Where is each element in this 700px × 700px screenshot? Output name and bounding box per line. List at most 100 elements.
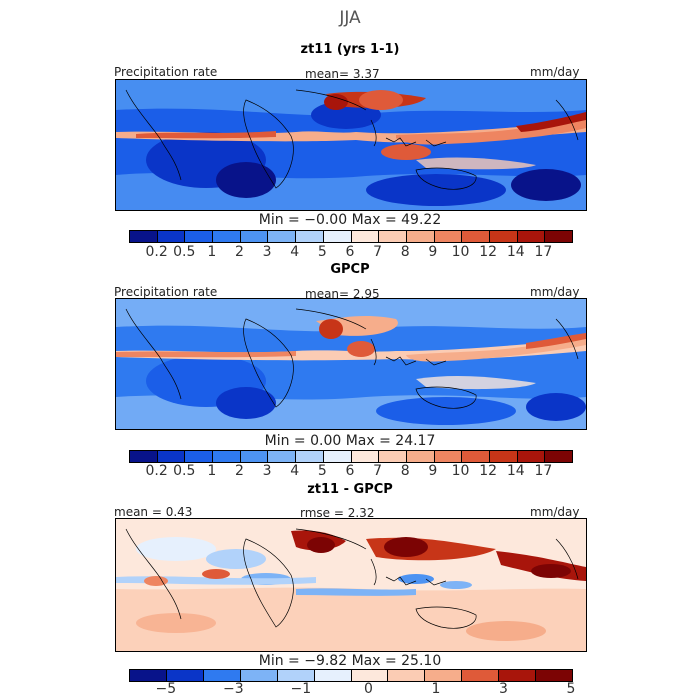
colorbar-swatch xyxy=(240,231,269,242)
colorbar-tick-label: 17 xyxy=(534,244,553,260)
colorbar-swatch xyxy=(434,231,463,242)
colorbar-tick-label: 5 xyxy=(317,463,327,479)
colorbar-swatch xyxy=(130,231,158,242)
panel-2-minmax: Min = 0.00 Max = 24.17 xyxy=(264,433,436,449)
colorbar-swatch xyxy=(388,670,426,681)
panel-3-mean: mean = 0.43 xyxy=(114,505,193,519)
colorbar-swatch xyxy=(185,451,214,462)
colorbar-swatch xyxy=(351,451,380,462)
panel-3-units: mm/day xyxy=(530,505,580,519)
panel-1-colorbar-ticks: 0.2 0.5 1 2 3 4 5 6 7 8 9 10 12 14 17 xyxy=(129,244,571,260)
colorbar-tick-label: 4 xyxy=(290,244,300,260)
panel-2-colorbar xyxy=(129,450,573,463)
colorbar-tick-label: 1 xyxy=(431,681,441,697)
colorbar-swatch xyxy=(499,670,537,681)
colorbar-swatch xyxy=(166,670,204,681)
colorbar-swatch xyxy=(157,231,186,242)
colorbar-swatch xyxy=(130,451,158,462)
colorbar-swatch xyxy=(462,451,490,462)
colorbar-tick-label: 8 xyxy=(400,244,410,260)
colorbar-tick-label: 0 xyxy=(363,681,373,697)
colorbar-swatch xyxy=(379,451,407,462)
colorbar-tick-label: 7 xyxy=(373,463,383,479)
panel-1-map-svg xyxy=(116,80,586,210)
colorbar-swatch xyxy=(351,670,389,681)
panel-3-rmse: rmse = 2.32 xyxy=(300,506,375,520)
colorbar-tick-label: 0.2 xyxy=(145,463,168,479)
colorbar-swatch xyxy=(203,670,241,681)
colorbar-swatch xyxy=(462,670,500,681)
panel-1-colorbar xyxy=(129,230,573,243)
colorbar-tick-label: 10 xyxy=(451,244,470,260)
panel-2-map-svg xyxy=(116,299,586,429)
colorbar-tick-label: 9 xyxy=(428,244,438,260)
panel-2-colorbar-ticks: 0.2 0.5 1 2 3 4 5 6 7 8 9 10 12 14 17 xyxy=(129,463,571,479)
panel-3-map xyxy=(115,518,587,652)
colorbar-swatch xyxy=(296,451,324,462)
colorbar-swatch xyxy=(213,231,241,242)
colorbar-tick-label: 9 xyxy=(428,463,438,479)
colorbar-tick-label: −3 xyxy=(223,681,244,697)
panel-2-mean: mean= 2.95 xyxy=(305,287,380,301)
colorbar-tick-label: 3 xyxy=(262,463,272,479)
colorbar-tick-label: 1 xyxy=(207,244,217,260)
colorbar-swatch xyxy=(130,670,167,681)
colorbar-tick-label: 5 xyxy=(566,681,576,697)
panel-3-colorbar-ticks: −5 −3 −1 0 1 3 5 xyxy=(129,681,576,697)
colorbar-tick-label: 14 xyxy=(506,244,525,260)
colorbar-tick-label: −5 xyxy=(155,681,177,697)
colorbar-tick-label: 7 xyxy=(373,244,383,260)
colorbar-tick-label: 6 xyxy=(345,463,355,479)
colorbar-swatch xyxy=(240,451,269,462)
colorbar-swatch xyxy=(277,670,315,681)
colorbar-tick-label: 3 xyxy=(262,244,272,260)
panel-2-title: GPCP xyxy=(330,262,370,277)
colorbar-tick-label: 12 xyxy=(479,463,498,479)
colorbar-swatch xyxy=(489,451,518,462)
panel-2-units: mm/day xyxy=(530,285,580,299)
colorbar-swatch xyxy=(323,231,352,242)
colorbar-swatch xyxy=(536,670,573,681)
panel-1-minmax: Min = −0.00 Max = 49.22 xyxy=(258,212,442,228)
panel-2-left-label: Precipitation rate xyxy=(114,285,218,299)
colorbar-swatch xyxy=(157,451,186,462)
colorbar-swatch xyxy=(351,231,380,242)
colorbar-tick-label: −1 xyxy=(290,681,312,697)
season-title: JJA xyxy=(339,8,361,28)
panel-3-title: zt11 - GPCP xyxy=(307,482,393,497)
colorbar-tick-label: 6 xyxy=(345,244,355,260)
colorbar-swatch xyxy=(268,231,297,242)
colorbar-swatch xyxy=(240,670,278,681)
panel-1-map xyxy=(115,79,587,211)
panel-3-map-svg xyxy=(116,519,586,651)
colorbar-swatch xyxy=(185,231,214,242)
colorbar-tick-label: 3 xyxy=(499,681,508,697)
colorbar-tick-label: 5 xyxy=(317,244,327,260)
colorbar-tick-label: 10 xyxy=(451,463,470,479)
colorbar-swatch xyxy=(545,231,572,242)
colorbar-tick-label: 2 xyxy=(235,463,244,479)
panel-3-minmax: Min = −9.82 Max = 25.10 xyxy=(258,653,442,669)
colorbar-tick-label: 2 xyxy=(235,244,244,260)
panel-1-title: zt11 (yrs 1-1) xyxy=(300,42,400,57)
colorbar-swatch xyxy=(517,231,546,242)
colorbar-swatch xyxy=(406,231,435,242)
panel-1-mean: mean= 3.37 xyxy=(305,67,380,81)
colorbar-tick-label: 0.5 xyxy=(173,244,196,260)
panel-3-colorbar xyxy=(129,669,573,682)
colorbar-tick-label: 0.5 xyxy=(173,463,196,479)
colorbar-swatch xyxy=(425,670,463,681)
colorbar-swatch xyxy=(268,451,297,462)
colorbar-swatch xyxy=(489,231,518,242)
panel-2-map xyxy=(115,298,587,430)
colorbar-tick-label: 1 xyxy=(207,463,217,479)
colorbar-swatch xyxy=(314,670,352,681)
colorbar-tick-label: 0.2 xyxy=(145,244,168,260)
colorbar-swatch xyxy=(434,451,463,462)
panel-1-units: mm/day xyxy=(530,65,580,79)
colorbar-swatch xyxy=(379,231,407,242)
colorbar-swatch xyxy=(545,451,572,462)
colorbar-swatch xyxy=(406,451,435,462)
colorbar-swatch xyxy=(323,451,352,462)
colorbar-tick-label: 12 xyxy=(479,244,498,260)
